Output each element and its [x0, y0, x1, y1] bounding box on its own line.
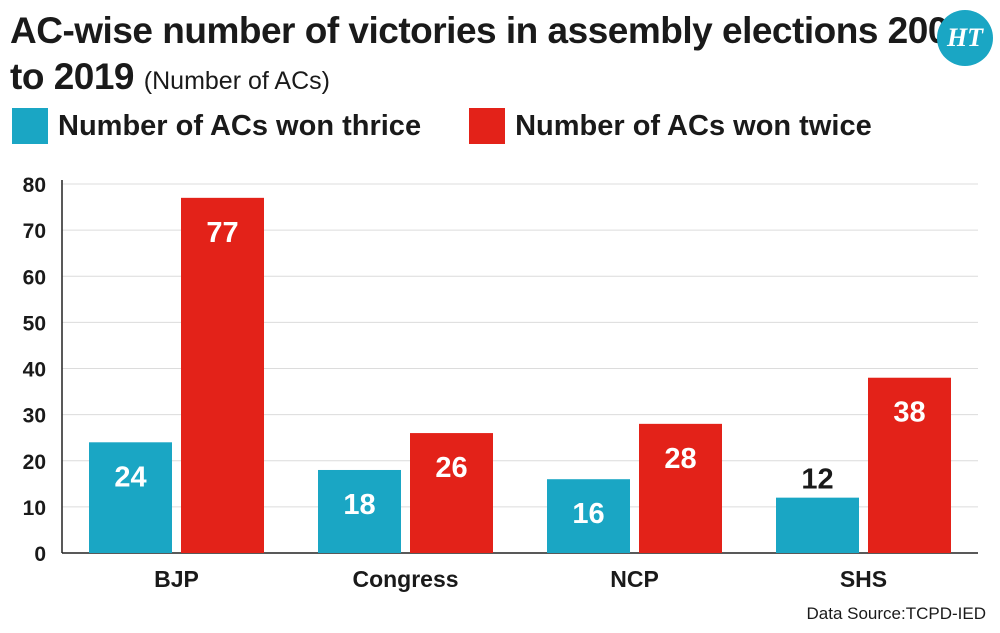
chart-legend: Number of ACs won thrice Number of ACs w…: [12, 108, 920, 144]
data-label-bjp-thrice: 24: [114, 461, 146, 493]
legend-swatch-thrice: [12, 108, 48, 144]
bar-congress-twice: [410, 433, 493, 553]
legend-label-twice: Number of ACs won twice: [515, 109, 872, 142]
bar-bjp-thrice: [89, 442, 172, 553]
x-tick-label-bjp: BJP: [154, 566, 199, 592]
data-label-shs-twice: 38: [893, 397, 925, 429]
chart-title-main: AC-wise number of victories in assembly …: [10, 10, 968, 97]
y-tick-label-0: 0: [34, 543, 46, 566]
bar-congress-thrice: [318, 469, 401, 553]
data-label-bjp-twice: 77: [206, 217, 238, 249]
chart-title: AC-wise number of victories in assembly …: [10, 8, 1000, 104]
data-label-congress-twice: 26: [435, 452, 467, 484]
data-label-ncp-thrice: 16: [572, 498, 604, 530]
y-tick-label-60: 60: [23, 266, 46, 289]
data-label-shs-thrice: 12: [801, 464, 833, 496]
x-tick-label-ncp: NCP: [610, 566, 659, 592]
bar-shs-twice: [868, 377, 951, 553]
x-tick-label-shs: SHS: [840, 566, 887, 592]
y-tick-label-20: 20: [23, 451, 46, 474]
legend-label-thrice: Number of ACs won thrice: [58, 109, 422, 142]
y-tick-label-80: 80: [23, 174, 46, 197]
bar-shs-thrice: [776, 497, 859, 553]
legend-swatch-twice: [469, 108, 506, 144]
y-tick-label-50: 50: [23, 312, 46, 335]
y-tick-label-10: 10: [23, 497, 46, 520]
y-tick-label-70: 70: [23, 220, 46, 243]
legend-item-thrice: Number of ACs won thrice: [12, 108, 421, 144]
data-label-congress-thrice: 18: [343, 489, 375, 521]
ht-logo: HT: [937, 10, 993, 66]
chart-subtitle: (Number of ACs): [143, 67, 330, 95]
x-tick-label-congress: Congress: [352, 566, 458, 592]
y-tick-label-30: 30: [23, 405, 46, 428]
data-source: Data Source:TCPD-IED: [806, 604, 987, 623]
bar-bjp-twice: [181, 197, 264, 553]
legend-item-twice: Number of ACs won twice: [469, 108, 872, 144]
bar-ncp-twice: [639, 423, 722, 553]
data-label-ncp-twice: 28: [664, 443, 696, 475]
y-tick-label-40: 40: [23, 359, 46, 382]
bar-ncp-thrice: [547, 479, 630, 553]
bar-chart: 0 10 20 30 40 50 60 70 80 24 77 BJP 18 26 Congress 16 28…: [23, 174, 978, 592]
